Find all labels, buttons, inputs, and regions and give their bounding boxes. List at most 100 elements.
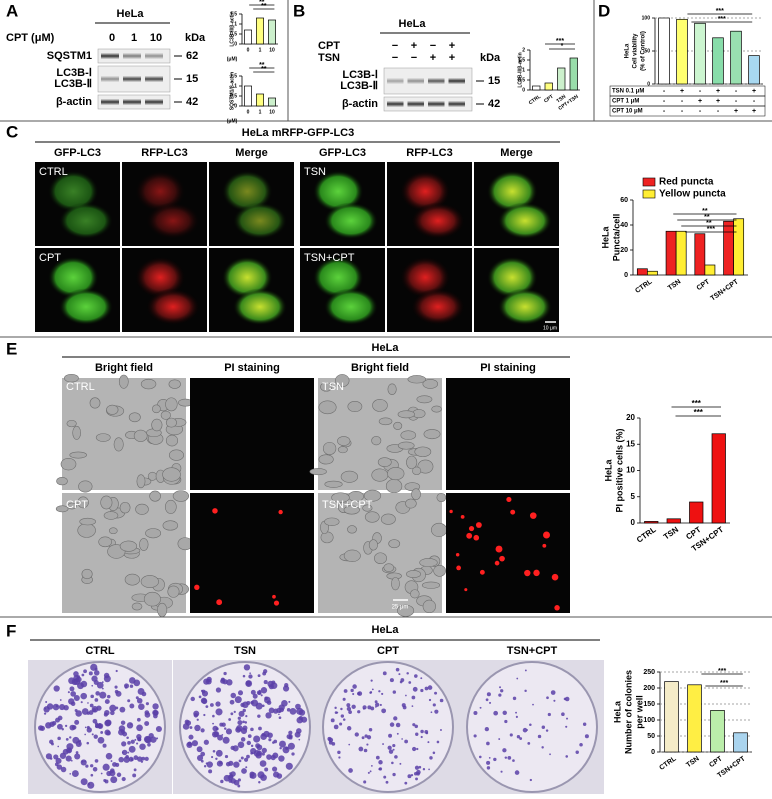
bar [256,93,264,107]
micrograph [190,378,314,490]
cell-outline [407,375,427,384]
cell-outline [140,378,157,390]
micrograph [446,378,570,490]
sign: - [681,98,684,105]
cell-outline [162,467,181,482]
colony [104,699,110,705]
colony [222,677,225,681]
cell-outline [131,602,143,611]
cell [221,256,273,299]
colony [357,692,361,696]
colony [64,724,68,728]
colony [109,704,117,712]
cell-outline [79,517,96,526]
colony [91,733,94,736]
colony [257,714,261,718]
colony [73,671,79,677]
colony [529,778,533,782]
pi-dot [533,569,540,577]
protein-label: LC3B-Ⅱ [54,78,92,90]
column-header: RFP-LC3 [406,147,452,159]
y-tick-label: 0 [234,103,237,109]
y-tick-label: 0 [624,272,628,279]
colony [524,689,527,693]
colony [206,676,212,683]
cell-outline [167,585,180,598]
pi-dot [449,509,453,514]
band [123,76,141,82]
colony [267,732,273,738]
colony [86,741,90,745]
band [387,101,404,107]
cell-outline [393,421,403,430]
colony [342,718,346,721]
colony [262,704,265,708]
pi-dot [468,525,475,532]
cell-outline [387,467,405,481]
colony [44,707,47,710]
colony [84,726,87,729]
colony [241,768,247,774]
colony [67,749,71,753]
cell-outline [165,397,178,412]
colony [339,722,343,726]
colony [109,770,116,777]
colony [416,772,420,776]
y-tick-label: 5 [631,492,636,501]
bar [665,230,677,276]
colony [278,755,285,762]
cell-outline [391,577,400,591]
colony [57,745,60,748]
colony [402,705,407,710]
colony [133,755,139,761]
colony [276,707,282,713]
colony [69,736,72,739]
colony [408,681,412,684]
colony [436,740,440,744]
colony [78,739,81,743]
cell-outline [347,401,363,413]
colony [288,735,293,740]
band [407,101,424,107]
cell [134,170,186,213]
colony [414,765,420,770]
sign: + [680,88,684,95]
colony [346,726,352,731]
colony [429,756,433,760]
cell [410,288,466,326]
colony [340,707,343,711]
colony [378,767,381,771]
colony [406,672,409,675]
cell [486,256,538,299]
colony [398,673,401,676]
colony [493,757,497,762]
colony [357,710,361,714]
sign: + [716,88,720,95]
colony [287,742,295,750]
colony [516,735,521,739]
colony [393,716,398,721]
colony [509,733,513,737]
colony [288,700,291,703]
colony [268,738,272,742]
cell-outline [165,434,179,447]
colony [71,770,79,778]
colony [74,708,78,713]
pi-dot [278,509,283,515]
cell-outline [139,538,149,551]
colony [331,742,336,746]
colony [110,776,118,784]
colony [83,669,87,674]
cell [399,170,451,213]
colony [383,775,387,779]
colony [233,710,236,713]
colony [545,729,549,732]
colony [260,774,267,781]
colony [81,673,85,677]
colony [565,725,568,728]
molecular-weight: 42 [186,96,198,108]
colony [194,724,201,732]
colony [504,756,508,759]
colony [338,756,341,759]
colony [278,713,280,716]
